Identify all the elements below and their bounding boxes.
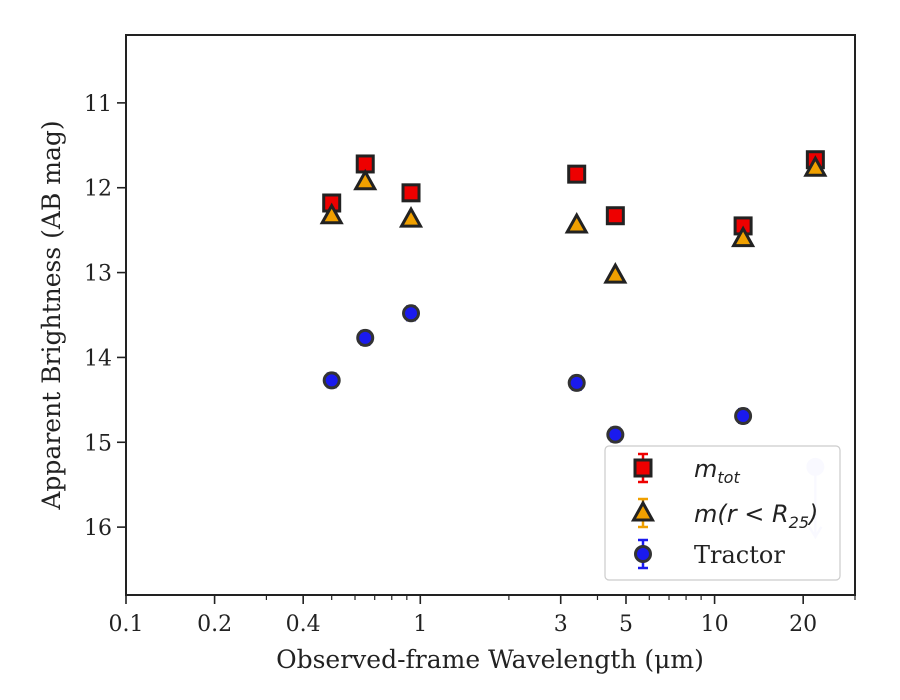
data-point [322, 371, 341, 390]
legend-label-tail: ) [807, 500, 818, 528]
x-tick-label: 1 [413, 612, 427, 637]
x-tick-label: 20 [789, 612, 817, 637]
y-tick-label: 12 [84, 177, 112, 202]
y-tick-label: 11 [84, 92, 112, 117]
data-point [401, 183, 421, 203]
y-axis-label: Apparent Brightness (AB mag) [37, 120, 66, 510]
x-tick-label: 0.4 [286, 612, 321, 637]
y-tick-label: 15 [84, 431, 112, 456]
data-point [567, 164, 587, 184]
data-point [353, 168, 378, 191]
legend-label-sub: 25 [789, 513, 809, 532]
legend-label: Tractor [694, 541, 785, 569]
x-tick-label: 10 [701, 612, 729, 637]
data-point [356, 328, 375, 347]
data-point [567, 373, 586, 392]
data-point [731, 225, 756, 248]
y-tick-label: 14 [84, 346, 112, 371]
plot-frame [125, 34, 856, 596]
data-point [603, 262, 628, 284]
legend: mtot m(r < R25) Tractor [604, 445, 841, 581]
data-point [398, 206, 424, 228]
data-marks [319, 150, 828, 540]
x-axis-label: Observed-frame Wavelength (μm) [276, 645, 704, 674]
legend-label-sub: tot [717, 468, 740, 487]
x-axis-ticks: 0.1 0.2 0.4 1 3 5 10 20 [109, 595, 856, 637]
data-point [319, 202, 344, 225]
series-1 [319, 155, 828, 284]
legend-label: mtot [694, 455, 740, 487]
legend-label: m(r < R25) [694, 500, 818, 532]
legend-entry-0: mtot [633, 452, 740, 487]
legend-box [604, 445, 841, 581]
data-point [402, 304, 421, 323]
legend-label-main: m(r < R [694, 500, 789, 528]
y-axis-ticks: 11 12 13 14 15 16 [84, 92, 126, 541]
x-tick-label: 0.2 [197, 612, 232, 637]
legend-entry-2: Tractor [634, 538, 785, 570]
y-tick-label: 16 [84, 516, 112, 541]
legend-label-main: m [694, 455, 717, 483]
data-point [803, 155, 828, 177]
legend-marker [634, 545, 652, 563]
legend-marker [633, 458, 653, 478]
y-tick-label: 13 [84, 262, 112, 287]
x-tick-label: 0.1 [109, 612, 144, 637]
data-point [564, 211, 589, 234]
x-tick-label: 3 [554, 612, 568, 637]
legend-marker [630, 499, 656, 522]
data-point [605, 206, 625, 226]
data-point [606, 425, 625, 444]
data-point [734, 406, 753, 425]
x-tick-label: 5 [619, 612, 633, 637]
legend-entry-1: m(r < R25) [630, 497, 818, 532]
